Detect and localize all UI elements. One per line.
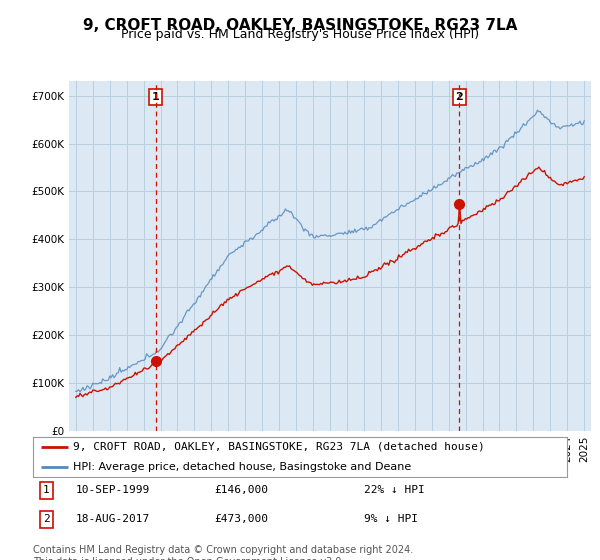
Text: 9, CROFT ROAD, OAKLEY, BASINGSTOKE, RG23 7LA (detached house): 9, CROFT ROAD, OAKLEY, BASINGSTOKE, RG23… — [73, 442, 485, 452]
Text: Price paid vs. HM Land Registry's House Price Index (HPI): Price paid vs. HM Land Registry's House … — [121, 28, 479, 41]
Text: 18-AUG-2017: 18-AUG-2017 — [76, 515, 150, 524]
Text: £473,000: £473,000 — [215, 515, 269, 524]
Text: 9, CROFT ROAD, OAKLEY, BASINGSTOKE, RG23 7LA: 9, CROFT ROAD, OAKLEY, BASINGSTOKE, RG23… — [83, 18, 517, 33]
Text: 1: 1 — [43, 486, 50, 496]
Text: 1: 1 — [152, 92, 160, 102]
Text: 2: 2 — [455, 92, 463, 102]
Text: 2: 2 — [43, 515, 50, 524]
Text: 10-SEP-1999: 10-SEP-1999 — [76, 486, 150, 496]
Text: 22% ↓ HPI: 22% ↓ HPI — [364, 486, 425, 496]
Text: HPI: Average price, detached house, Basingstoke and Deane: HPI: Average price, detached house, Basi… — [73, 462, 412, 472]
Text: Contains HM Land Registry data © Crown copyright and database right 2024.
This d: Contains HM Land Registry data © Crown c… — [33, 545, 413, 560]
Text: £146,000: £146,000 — [215, 486, 269, 496]
Text: 9% ↓ HPI: 9% ↓ HPI — [364, 515, 418, 524]
